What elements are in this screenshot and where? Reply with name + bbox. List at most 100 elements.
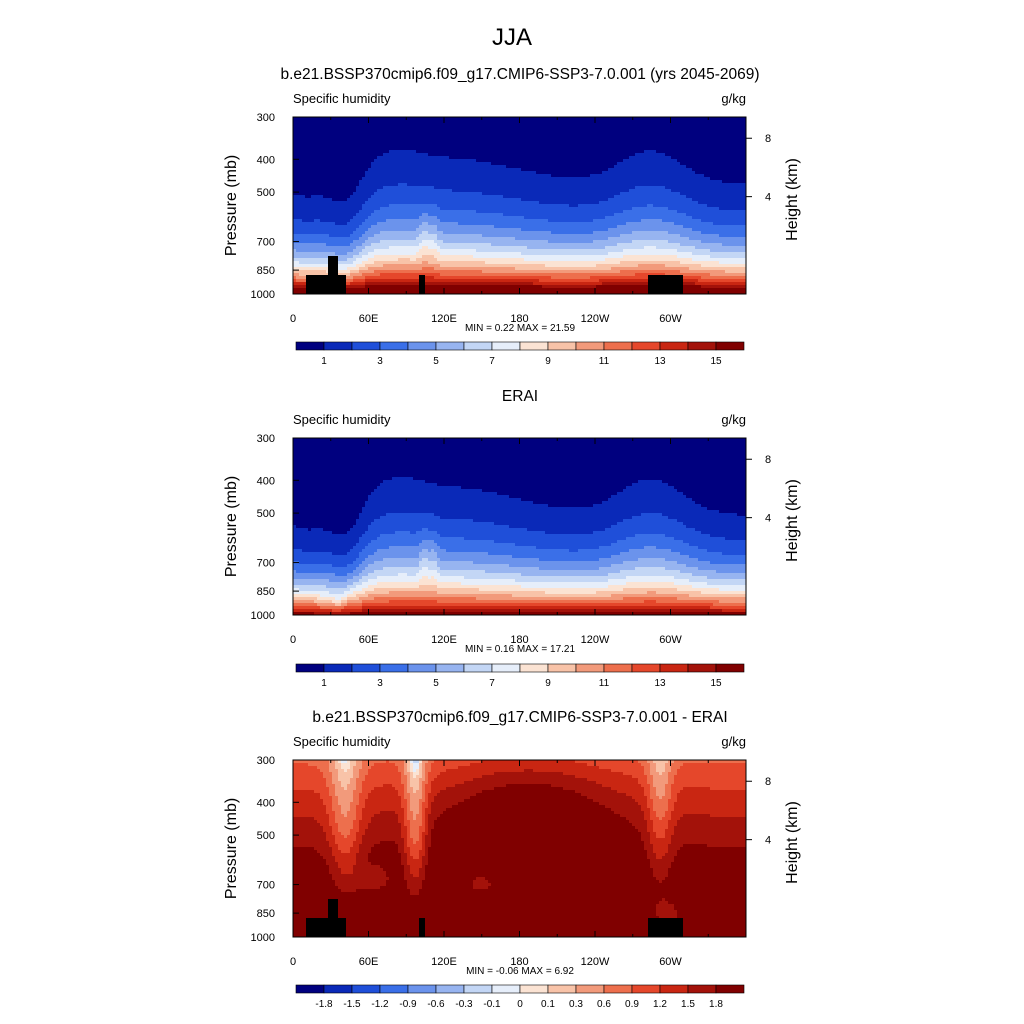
field-cell: [587, 207, 591, 211]
field-cell: [554, 159, 558, 163]
field-cell: [656, 186, 660, 190]
field-cell: [446, 171, 450, 175]
field-cell: [455, 189, 459, 193]
field-cell: [419, 126, 423, 130]
field-cell: [674, 186, 678, 190]
field-cell: [602, 198, 606, 202]
field-cell: [296, 126, 300, 130]
field-cell: [305, 186, 309, 190]
field-cell: [743, 165, 746, 169]
field-cell: [650, 183, 654, 187]
field-cell: [626, 153, 630, 157]
field-cell: [566, 198, 570, 202]
field-cell: [386, 204, 390, 208]
field-cell: [455, 177, 459, 181]
field-cell: [722, 195, 726, 199]
field-cell: [686, 213, 690, 217]
field-cell: [731, 180, 735, 184]
field-cell: [719, 144, 723, 148]
field-cell: [707, 213, 711, 217]
field-cell: [476, 189, 480, 193]
field-cell: [473, 183, 477, 187]
field-cell: [656, 159, 660, 163]
field-cell: [644, 210, 648, 214]
field-cell: [692, 150, 696, 154]
field-cell: [446, 120, 450, 124]
field-cell: [344, 207, 348, 211]
field-cell: [734, 126, 738, 130]
field-cell: [635, 117, 639, 121]
field-cell: [620, 135, 624, 139]
field-cell: [704, 123, 708, 127]
field-cell: [602, 201, 606, 205]
field-cell: [395, 207, 399, 211]
field-cell: [470, 168, 474, 172]
field-cell: [413, 210, 417, 214]
field-cell: [314, 183, 318, 187]
field-cell: [407, 147, 411, 151]
field-cell: [356, 117, 360, 121]
field-cell: [494, 126, 498, 130]
field-cell: [716, 207, 720, 211]
field-cell: [512, 180, 516, 184]
field-cell: [443, 204, 447, 208]
field-cell: [365, 198, 369, 202]
field-cell: [632, 189, 636, 193]
field-cell: [614, 120, 618, 124]
field-cell: [521, 135, 525, 139]
field-cell: [572, 159, 576, 163]
field-cell: [296, 153, 300, 157]
field-cell: [512, 135, 516, 139]
field-cell: [407, 129, 411, 133]
field-cell: [665, 171, 669, 175]
field-cell: [458, 135, 462, 139]
field-cell: [605, 171, 609, 175]
field-cell: [359, 201, 363, 205]
field-cell: [446, 198, 450, 202]
field-cell: [332, 132, 336, 136]
field-cell: [611, 177, 615, 181]
field-cell: [362, 126, 366, 130]
field-cell: [368, 192, 372, 196]
field-cell: [575, 189, 579, 193]
field-cell: [605, 147, 609, 151]
field-cell: [383, 117, 387, 121]
field-cell: [710, 147, 714, 151]
field-cell: [503, 177, 507, 181]
field-cell: [326, 168, 330, 172]
field-cell: [707, 120, 711, 124]
field-cell: [665, 132, 669, 136]
field-cell: [401, 159, 405, 163]
field-cell: [602, 186, 606, 190]
field-cell: [566, 183, 570, 187]
field-cell: [338, 195, 342, 199]
field-cell: [446, 129, 450, 133]
field-cell: [575, 129, 579, 133]
field-cell: [533, 147, 537, 151]
field-cell: [656, 210, 660, 214]
field-cell: [521, 123, 525, 127]
field-cell: [521, 198, 525, 202]
field-cell: [632, 183, 636, 187]
field-cell: [572, 168, 576, 172]
field-cell: [437, 201, 441, 205]
field-cell: [623, 195, 627, 199]
field-cell: [683, 150, 687, 154]
field-cell: [605, 159, 609, 163]
field-cell: [437, 138, 441, 142]
field-cell: [686, 198, 690, 202]
field-cell: [656, 201, 660, 205]
field-cell: [443, 159, 447, 163]
field-cell: [518, 207, 522, 211]
field-cell: [350, 120, 354, 124]
field-cell: [539, 147, 543, 151]
field-cell: [356, 156, 360, 160]
field-cell: [551, 126, 555, 130]
field-cell: [617, 207, 621, 211]
field-cell: [392, 213, 396, 217]
field-cell: [584, 165, 588, 169]
field-cell: [344, 204, 348, 208]
field-cell: [692, 117, 696, 121]
field-cell: [341, 150, 345, 154]
field-cell: [599, 126, 603, 130]
